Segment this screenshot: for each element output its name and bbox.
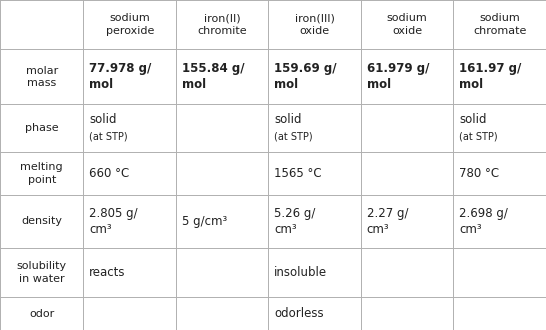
Text: sodium
peroxide: sodium peroxide xyxy=(105,14,154,36)
Text: sodium
chromate: sodium chromate xyxy=(473,14,526,36)
Text: (at STP): (at STP) xyxy=(274,132,313,142)
Text: 77.978 g/
mol: 77.978 g/ mol xyxy=(89,62,151,91)
Text: 2.698 g/
cm³: 2.698 g/ cm³ xyxy=(459,207,508,236)
Text: solid: solid xyxy=(459,113,486,126)
Text: melting
point: melting point xyxy=(20,162,63,185)
Text: 780 °C: 780 °C xyxy=(459,167,499,180)
Text: reacts: reacts xyxy=(89,266,126,279)
Text: molar
mass: molar mass xyxy=(26,66,58,88)
Text: solid: solid xyxy=(274,113,301,126)
Text: iron(II)
chromite: iron(II) chromite xyxy=(198,14,247,36)
Text: 5.26 g/
cm³: 5.26 g/ cm³ xyxy=(274,207,316,236)
Text: sodium
oxide: sodium oxide xyxy=(387,14,428,36)
Text: 155.84 g/
mol: 155.84 g/ mol xyxy=(181,62,244,91)
Text: (at STP): (at STP) xyxy=(89,132,128,142)
Text: iron(III)
oxide: iron(III) oxide xyxy=(295,14,335,36)
Text: 2.805 g/
cm³: 2.805 g/ cm³ xyxy=(89,207,138,236)
Text: odorless: odorless xyxy=(274,307,324,320)
Text: phase: phase xyxy=(25,123,58,133)
Text: odor: odor xyxy=(29,309,55,318)
Text: solid: solid xyxy=(89,113,116,126)
Text: 159.69 g/
mol: 159.69 g/ mol xyxy=(274,62,336,91)
Text: insoluble: insoluble xyxy=(274,266,327,279)
Text: solubility
in water: solubility in water xyxy=(17,261,67,284)
Text: density: density xyxy=(21,216,62,226)
Text: 1565 °C: 1565 °C xyxy=(274,167,322,180)
Text: 61.979 g/
mol: 61.979 g/ mol xyxy=(366,62,429,91)
Text: 161.97 g/
mol: 161.97 g/ mol xyxy=(459,62,521,91)
Text: (at STP): (at STP) xyxy=(459,132,497,142)
Text: 660 °C: 660 °C xyxy=(89,167,129,180)
Text: 5 g/cm³: 5 g/cm³ xyxy=(181,215,227,228)
Text: 2.27 g/
cm³: 2.27 g/ cm³ xyxy=(366,207,408,236)
